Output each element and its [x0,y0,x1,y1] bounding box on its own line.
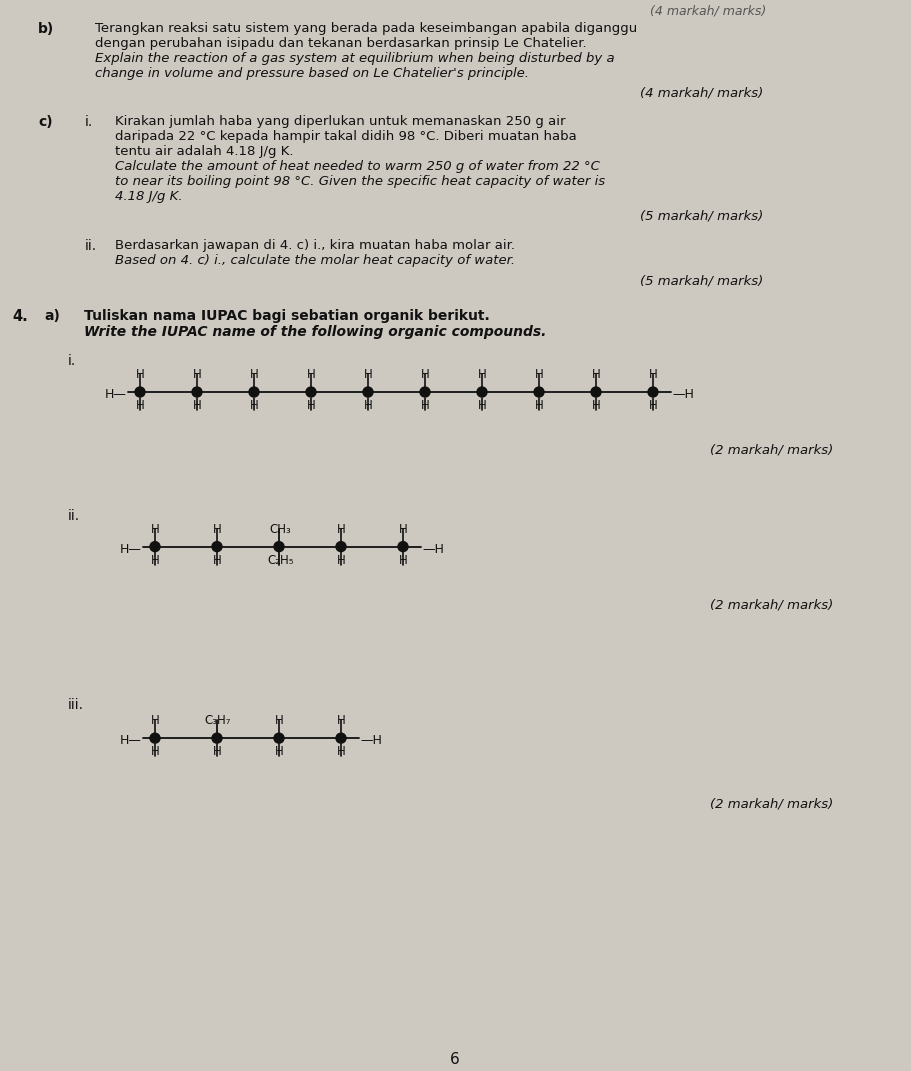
Text: H: H [193,368,201,381]
Text: H: H [592,399,600,412]
Text: H: H [213,523,221,536]
Text: H: H [478,399,486,412]
Text: Explain the reaction of a gas system at equilibrium when being disturbed by a: Explain the reaction of a gas system at … [95,51,615,65]
Circle shape [212,542,222,552]
Text: H: H [275,745,283,758]
Text: —H: —H [360,734,382,748]
Text: H: H [337,714,346,727]
Text: H: H [592,368,600,381]
Circle shape [398,542,408,552]
Text: H: H [250,399,259,412]
Text: H: H [213,554,221,567]
Text: Calculate the amount of heat needed to warm 250 g of water from 22 °C: Calculate the amount of heat needed to w… [115,160,599,172]
Text: H: H [535,368,544,381]
Text: H: H [364,399,373,412]
Text: H—: H— [120,543,142,556]
Circle shape [135,387,145,397]
Text: H—: H— [105,388,127,401]
Text: H: H [136,368,145,381]
Circle shape [363,387,373,397]
Text: (4 markah/ marks): (4 markah/ marks) [640,87,763,100]
Text: (4 markah/ marks): (4 markah/ marks) [650,5,766,18]
Text: H: H [250,368,259,381]
Circle shape [534,387,544,397]
Text: C₃H₇: C₃H₇ [204,714,230,727]
Circle shape [274,542,284,552]
Text: Berdasarkan jawapan di 4. c) i., kira muatan haba molar air.: Berdasarkan jawapan di 4. c) i., kira mu… [115,240,515,253]
Text: H—: H— [120,734,142,748]
Text: ii.: ii. [85,240,97,254]
Text: H: H [151,745,159,758]
Text: to near its boiling point 98 °C. Given the specific heat capacity of water is: to near its boiling point 98 °C. Given t… [115,175,605,187]
Text: (2 markah/ marks): (2 markah/ marks) [710,599,834,612]
Text: H: H [649,399,658,412]
Circle shape [150,734,160,743]
Text: tentu air adalah 4.18 J/g K.: tentu air adalah 4.18 J/g K. [115,145,293,157]
Circle shape [591,387,601,397]
Text: Kirakan jumlah haba yang diperlukan untuk memanaskan 250 g air: Kirakan jumlah haba yang diperlukan untu… [115,115,566,127]
Text: H: H [337,523,346,536]
Text: H: H [275,714,283,727]
Text: H: H [136,399,145,412]
Circle shape [477,387,487,397]
Text: change in volume and pressure based on Le Chatelier's principle.: change in volume and pressure based on L… [95,66,529,80]
Text: H: H [535,399,544,412]
Text: H: H [649,368,658,381]
Text: b): b) [38,21,55,36]
Text: C₂H₅: C₂H₅ [267,554,293,567]
Text: a): a) [44,310,60,323]
Text: H: H [421,399,430,412]
Text: Tuliskan nama IUPAC bagi sebatian organik berikut.: Tuliskan nama IUPAC bagi sebatian organi… [84,310,490,323]
Circle shape [249,387,259,397]
Text: H: H [193,399,201,412]
Text: iii.: iii. [68,698,84,712]
Text: H: H [213,745,221,758]
Circle shape [150,542,160,552]
Text: H: H [307,368,316,381]
Circle shape [336,734,346,743]
Text: i.: i. [85,115,93,129]
Text: 4.: 4. [12,310,27,325]
Text: CH₃: CH₃ [269,523,291,536]
Text: Write the IUPAC name of the following organic compounds.: Write the IUPAC name of the following or… [84,326,547,340]
Text: H: H [421,368,430,381]
Text: H: H [399,554,408,567]
Circle shape [336,542,346,552]
Text: H: H [151,714,159,727]
Text: H: H [399,523,408,536]
Text: H: H [151,554,159,567]
Text: c): c) [38,115,53,129]
Text: 4.18 J/g K.: 4.18 J/g K. [115,190,182,202]
Text: dengan perubahan isipadu dan tekanan berdasarkan prinsip Le Chatelier.: dengan perubahan isipadu dan tekanan ber… [95,36,587,50]
Circle shape [306,387,316,397]
Text: ii.: ii. [68,509,80,523]
Text: —H: —H [672,388,694,401]
Text: 6: 6 [450,1053,460,1068]
Text: H: H [151,523,159,536]
Circle shape [212,734,222,743]
Text: (2 markah/ marks): (2 markah/ marks) [710,798,834,811]
Circle shape [648,387,658,397]
Text: Based on 4. c) i., calculate the molar heat capacity of water.: Based on 4. c) i., calculate the molar h… [115,254,515,268]
Text: (2 markah/ marks): (2 markah/ marks) [710,443,834,457]
Text: H: H [337,554,346,567]
Text: H: H [364,368,373,381]
Text: Terangkan reaksi satu sistem yang berada pada keseimbangan apabila diganggu: Terangkan reaksi satu sistem yang berada… [95,21,638,35]
Text: H: H [337,745,346,758]
Circle shape [274,734,284,743]
Text: i.: i. [68,355,77,368]
Text: daripada 22 °C kepada hampir takal didih 98 °C. Diberi muatan haba: daripada 22 °C kepada hampir takal didih… [115,130,577,142]
Text: —H: —H [422,543,444,556]
Text: (5 markah/ marks): (5 markah/ marks) [640,274,763,287]
Text: H: H [478,368,486,381]
Text: (5 markah/ marks): (5 markah/ marks) [640,210,763,223]
Circle shape [420,387,430,397]
Circle shape [192,387,202,397]
Text: H: H [307,399,316,412]
